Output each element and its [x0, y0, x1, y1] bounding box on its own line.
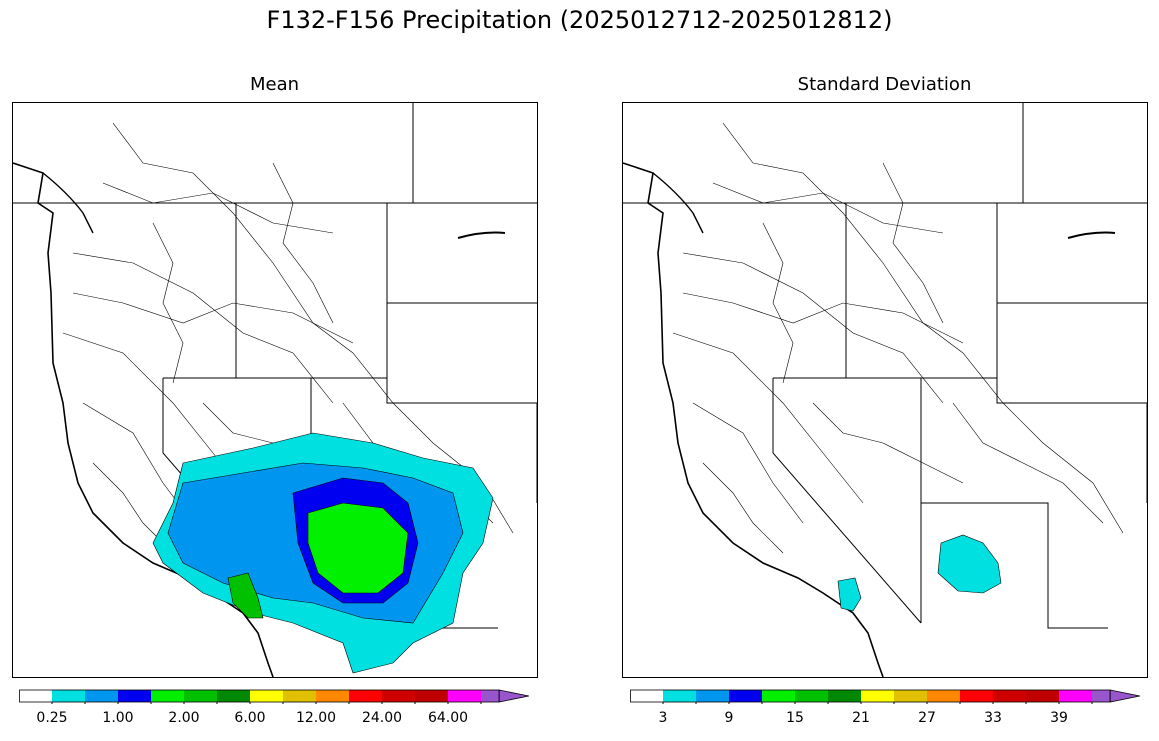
colorbar-extend-arrow: [498, 689, 529, 703]
colorbar-tick-label: 12.00: [295, 710, 337, 726]
colorbar-segment: [663, 690, 696, 702]
colorbar-tick-label: 24.00: [361, 710, 403, 726]
colorbar-tick-label: 3: [658, 710, 668, 726]
colorbar-segment: [1059, 690, 1092, 702]
colorbar-segment: [448, 690, 481, 702]
colorbar-tick-label: 21: [852, 710, 870, 726]
colorbar-tick-label: 33: [984, 710, 1002, 726]
std-shade-1: [837, 577, 862, 612]
colorbar-segment: [1092, 690, 1111, 702]
colorbar-tick-label: 1.00: [102, 710, 134, 726]
colorbar-segment: [52, 690, 85, 702]
colorbar-segment: [1026, 690, 1059, 702]
colorbar-tick-label: 9: [724, 710, 734, 726]
colorbar-tick-label: 39: [1050, 710, 1068, 726]
colorbar-segment: [630, 690, 663, 702]
colorbar-extend-arrow: [1109, 689, 1140, 703]
colorbar-tick-label: 2.00: [168, 710, 200, 726]
colorbar-segment: [927, 690, 960, 702]
colorbar-outline: [19, 689, 500, 703]
figure-title: F132-F156 Precipitation (2025012712-2025…: [266, 6, 893, 34]
colorbar-segment: [415, 690, 448, 702]
colorbar-tick-label: 15: [786, 710, 804, 726]
std-colorbar-svg: [630, 689, 1140, 704]
colorbar-segment: [250, 690, 283, 702]
mean-map-svg: [13, 103, 537, 677]
colorbar-segment: [828, 690, 861, 702]
std-panel-title: Standard Deviation: [797, 74, 972, 95]
colorbar-segment: [795, 690, 828, 702]
std-colorbar: [630, 688, 1142, 704]
std-map-svg: [623, 103, 1147, 677]
colorbar-segment: [316, 690, 349, 702]
colorbar-segment: [861, 690, 894, 702]
colorbar-segment: [481, 690, 500, 702]
mean-map: [12, 102, 538, 678]
mean-colorbar-svg: [19, 689, 529, 704]
colorbar-segment: [762, 690, 795, 702]
colorbar-tick-label: 0.25: [36, 710, 68, 726]
colorbar-segment: [729, 690, 762, 702]
mean-colorbar: [19, 688, 531, 704]
colorbar-segment: [118, 690, 151, 702]
colorbar-segment: [283, 690, 316, 702]
std-shade-0: [937, 534, 1002, 594]
colorbar-outline: [630, 689, 1111, 703]
colorbar-segment: [382, 690, 415, 702]
colorbar-segment: [151, 690, 184, 702]
colorbar-segment: [696, 690, 729, 702]
colorbar-segment: [993, 690, 1026, 702]
std-map: [622, 102, 1148, 678]
colorbar-segment: [19, 690, 52, 702]
colorbar-segment: [894, 690, 927, 702]
colorbar-segment: [960, 690, 993, 702]
colorbar-segment: [184, 690, 217, 702]
mean-panel-title: Mean: [249, 74, 300, 95]
mean-shade-3: [307, 502, 409, 594]
colorbar-segment: [85, 690, 118, 702]
colorbar-segment: [349, 690, 382, 702]
mean-shade-4: [227, 572, 264, 619]
colorbar-segment: [217, 690, 250, 702]
colorbar-tick-label: 6.00: [234, 710, 266, 726]
colorbar-tick-label: 64.00: [427, 710, 469, 726]
colorbar-tick-label: 27: [918, 710, 936, 726]
